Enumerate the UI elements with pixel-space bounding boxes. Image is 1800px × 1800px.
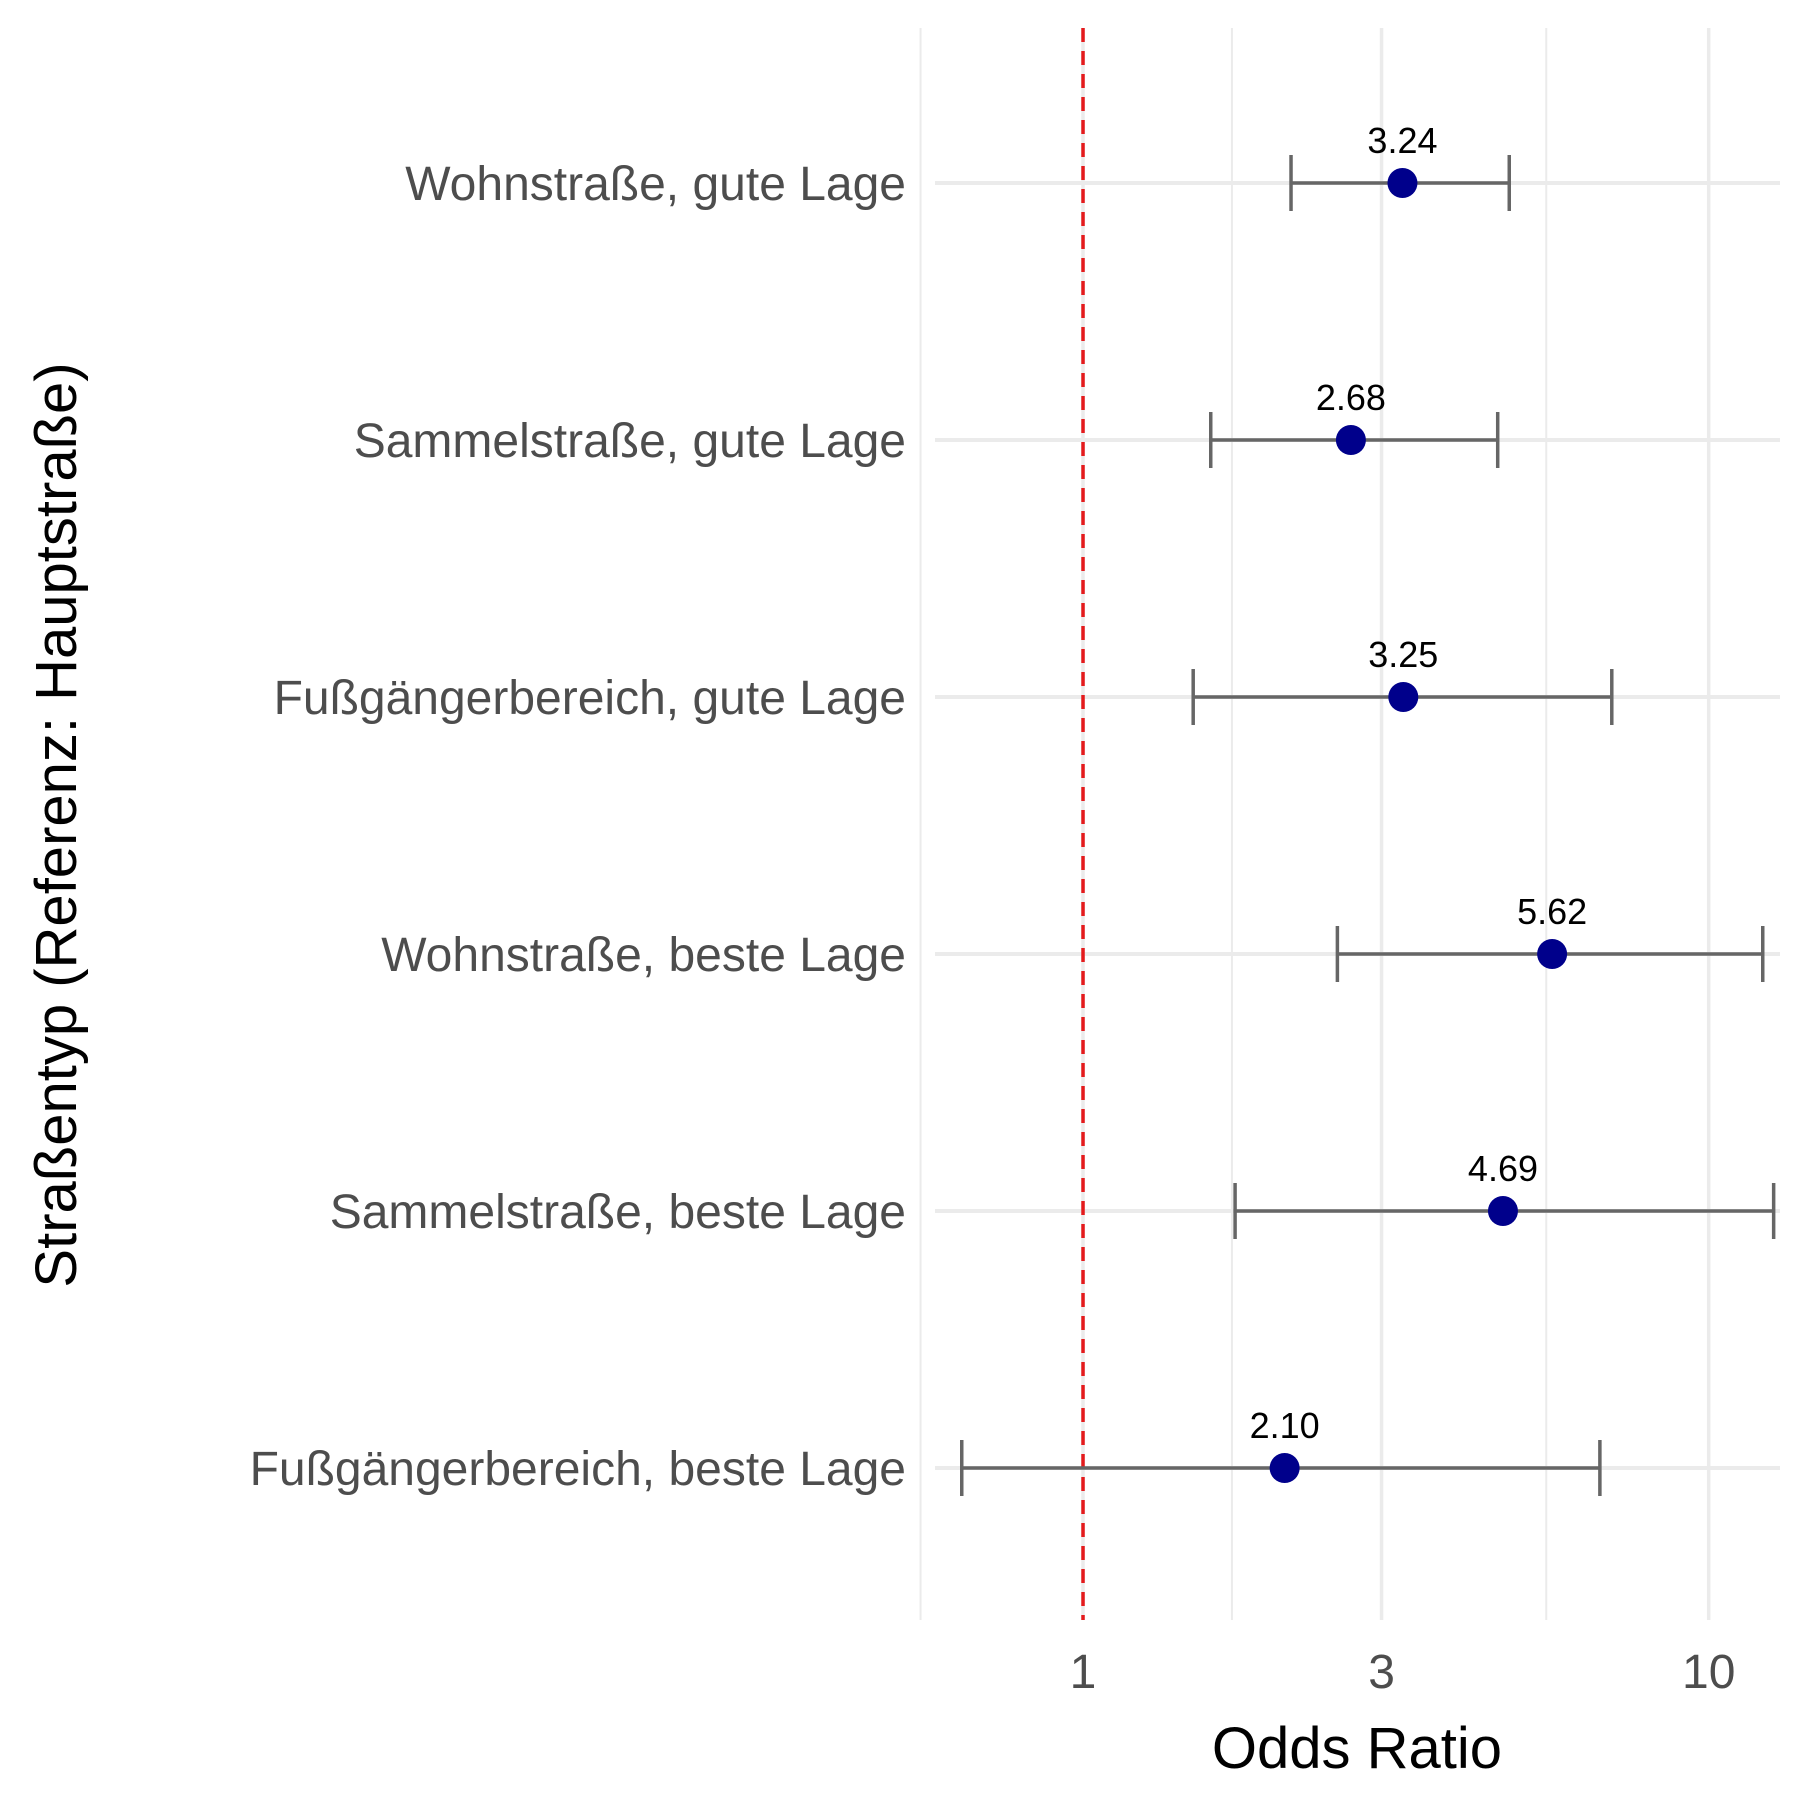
x-tick-label: 3 [1368, 1646, 1395, 1699]
x-tick-label: 10 [1682, 1646, 1735, 1699]
category-label: Sammelstraße, beste Lage [330, 1186, 906, 1239]
estimate-point [1537, 939, 1568, 969]
estimate-point [1388, 682, 1419, 712]
estimate-point [1487, 1196, 1518, 1226]
y-axis-title: Straßentyp (Referenz: Hauptstraße) [24, 362, 89, 1287]
estimate-point [1269, 1453, 1300, 1483]
estimate-labels: 3.24 2.68 3.25 5.62 4.69 2.10 [1250, 120, 1588, 1446]
category-label: Fußgängerbereich, beste Lage [250, 1443, 906, 1496]
estimate-label: 5.62 [1517, 891, 1587, 932]
category-label: Wohnstraße, beste Lage [381, 929, 906, 982]
category-label: Fußgängerbereich, gute Lage [274, 672, 906, 725]
estimate-label: 2.68 [1316, 377, 1386, 418]
estimate-label: 2.10 [1250, 1405, 1320, 1446]
grid-lines [919, 28, 1780, 1620]
x-tick-label: 1 [1070, 1646, 1097, 1699]
x-tick-labels: 1 3 10 [1070, 1646, 1736, 1699]
category-labels: Wohnstraße, gute Lage Sammelstraße, gute … [250, 158, 906, 1496]
error-bars [959, 155, 1776, 1496]
estimate-point [1387, 168, 1418, 198]
estimate-point [1335, 425, 1366, 455]
category-label: Wohnstraße, gute Lage [405, 158, 906, 211]
estimate-label: 3.24 [1367, 120, 1437, 161]
estimate-points [1269, 168, 1568, 1483]
x-axis-title: Odds Ratio [1212, 1716, 1502, 1781]
estimate-label: 4.69 [1468, 1148, 1538, 1189]
category-label: Sammelstraße, gute Lage [354, 415, 906, 468]
estimate-label: 3.25 [1368, 634, 1438, 675]
